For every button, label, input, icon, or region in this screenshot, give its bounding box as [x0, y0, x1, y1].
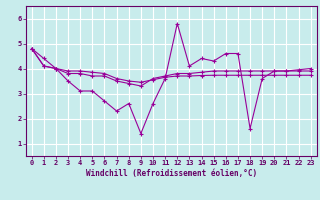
X-axis label: Windchill (Refroidissement éolien,°C): Windchill (Refroidissement éolien,°C) [86, 169, 257, 178]
